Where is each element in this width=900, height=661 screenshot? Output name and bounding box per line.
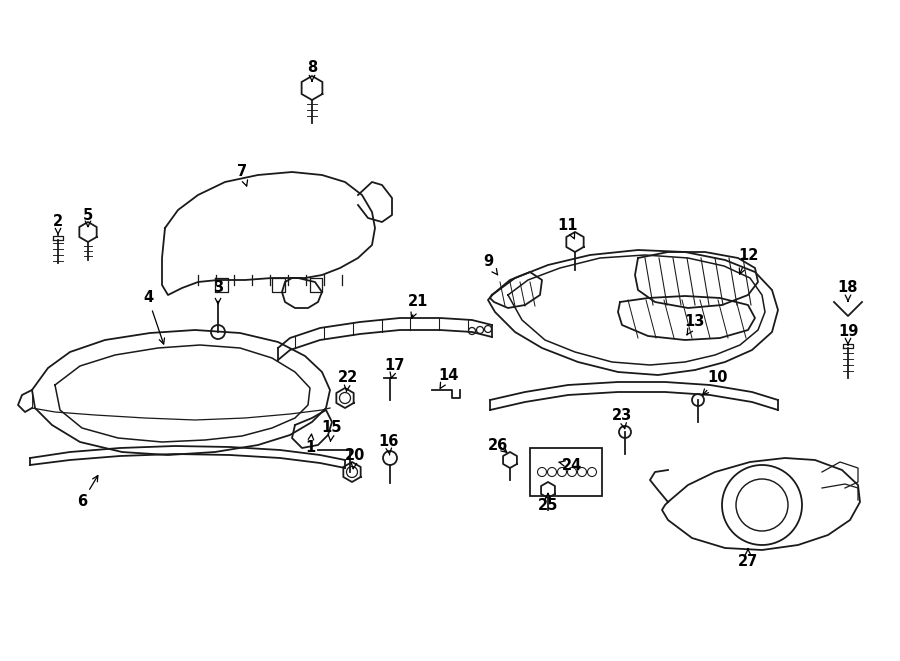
- Text: 6: 6: [76, 475, 98, 510]
- Text: 1: 1: [305, 434, 315, 455]
- Text: 5: 5: [83, 208, 93, 227]
- Text: 11: 11: [558, 217, 578, 239]
- Text: 16: 16: [378, 434, 398, 455]
- Text: 3: 3: [213, 280, 223, 304]
- Text: 21: 21: [408, 295, 428, 318]
- Text: 9: 9: [483, 254, 498, 275]
- Text: 4: 4: [143, 290, 165, 344]
- Text: 10: 10: [703, 371, 728, 395]
- Text: 18: 18: [838, 280, 859, 301]
- Text: 25: 25: [538, 493, 558, 512]
- Text: 19: 19: [838, 325, 859, 345]
- Text: 17: 17: [385, 358, 405, 378]
- Text: 24: 24: [559, 457, 582, 473]
- Bar: [530, 448, 602, 496]
- Text: 8: 8: [307, 61, 317, 81]
- Text: 27: 27: [738, 549, 758, 570]
- Text: 14: 14: [437, 368, 458, 389]
- Text: 7: 7: [237, 165, 248, 186]
- Text: 15: 15: [322, 420, 342, 442]
- Text: 2: 2: [53, 215, 63, 235]
- Text: 13: 13: [685, 315, 706, 335]
- Text: 22: 22: [338, 371, 358, 391]
- Text: 26: 26: [488, 438, 508, 453]
- Text: 20: 20: [345, 447, 365, 469]
- Text: 12: 12: [738, 247, 758, 274]
- Text: 23: 23: [612, 407, 632, 429]
